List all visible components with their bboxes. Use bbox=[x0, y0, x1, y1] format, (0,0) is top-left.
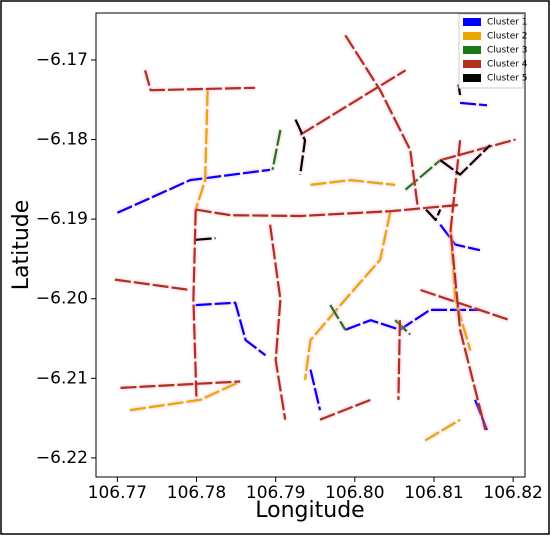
x-tick-label: 106.80 bbox=[325, 483, 384, 503]
legend-swatch bbox=[463, 18, 481, 26]
legend-swatch bbox=[463, 32, 481, 40]
road-cluster bbox=[195, 84, 491, 241]
legend-label: Cluster 4 bbox=[487, 60, 528, 70]
y-tick-label: −6.18 bbox=[36, 130, 88, 150]
x-tick-label: 106.82 bbox=[483, 483, 542, 503]
y-tick-label: −6.20 bbox=[36, 289, 88, 309]
y-tick-label: −6.17 bbox=[36, 50, 88, 70]
x-tick-label: 106.78 bbox=[167, 483, 226, 503]
y-tick-label: −6.22 bbox=[36, 448, 88, 468]
legend-label: Cluster 1 bbox=[487, 18, 528, 28]
y-tick-label: −6.19 bbox=[36, 209, 88, 229]
plot-area bbox=[114, 34, 516, 442]
legend-swatch bbox=[463, 60, 481, 68]
legend-label: Cluster 3 bbox=[487, 46, 528, 56]
legend-swatch bbox=[463, 74, 481, 82]
y-tick-label: −6.21 bbox=[36, 368, 88, 388]
road-cluster bbox=[271, 129, 442, 336]
x-tick-label: 106.79 bbox=[246, 483, 305, 503]
x-axis-label: Longitude bbox=[255, 498, 364, 523]
road-cluster bbox=[114, 34, 516, 431]
legend-swatch bbox=[463, 46, 481, 54]
plot-frame bbox=[95, 12, 526, 478]
y-axis-label: Latitude bbox=[9, 200, 34, 291]
x-tick-label: 106.81 bbox=[404, 483, 463, 503]
legend-label: Cluster 5 bbox=[487, 74, 528, 84]
road-cluster bbox=[129, 90, 472, 442]
x-tick-label: 106.77 bbox=[88, 483, 147, 503]
legend-label: Cluster 2 bbox=[487, 32, 528, 42]
